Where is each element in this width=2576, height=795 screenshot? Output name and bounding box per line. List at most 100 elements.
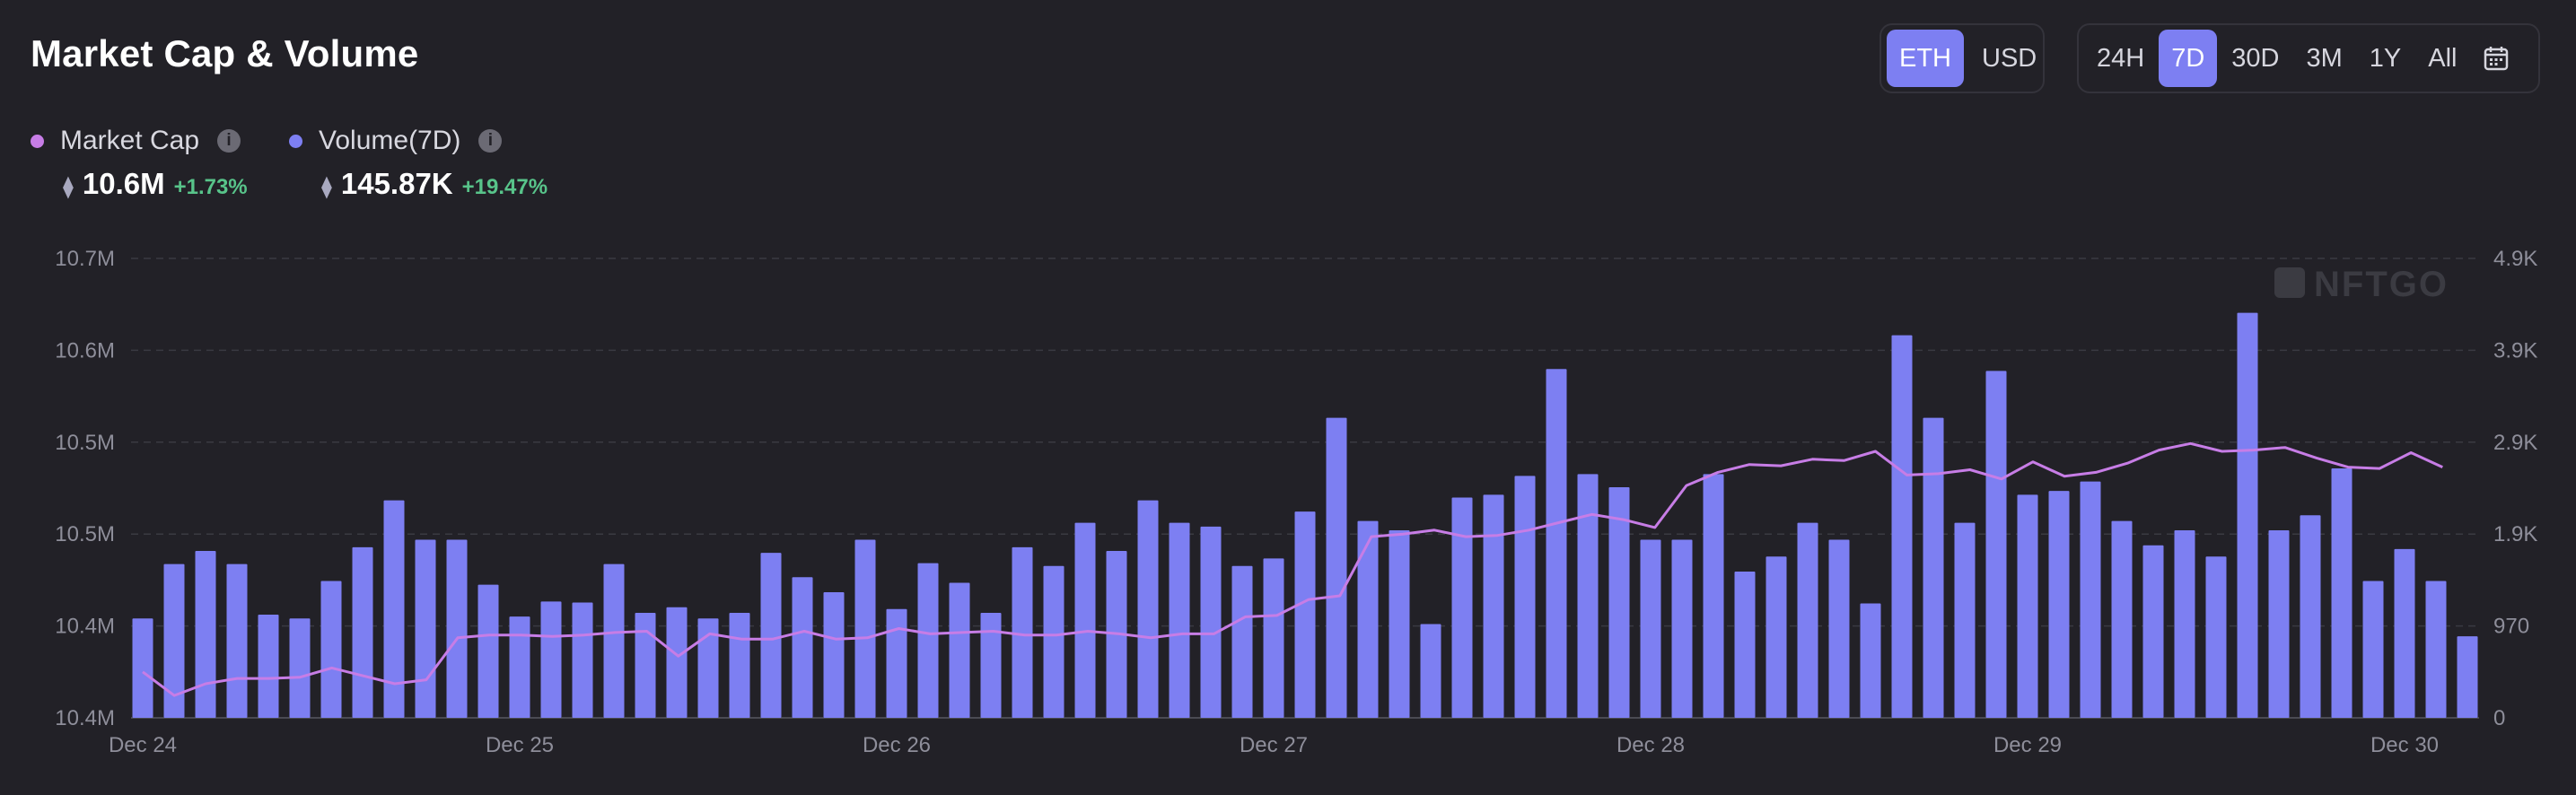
volume-bar[interactable]	[1828, 539, 1850, 718]
volume-bar[interactable]	[1703, 474, 1724, 718]
volume-bar[interactable]	[980, 612, 1002, 718]
x-axis-tick-label: Dec 26	[863, 733, 931, 757]
volume-bar[interactable]	[163, 563, 185, 718]
range-1y-button[interactable]: 1Y	[2369, 43, 2402, 73]
volume-bar[interactable]	[1640, 539, 1661, 718]
volume-bar[interactable]	[1577, 474, 1599, 718]
volume-bar[interactable]	[1357, 520, 1379, 718]
volume-bar[interactable]	[1483, 494, 1504, 718]
volume-label: Volume(7D)	[319, 126, 461, 155]
volume-bar[interactable]	[383, 500, 405, 718]
volume-bar[interactable]	[1671, 539, 1693, 718]
range-3m-button[interactable]: 3M	[2306, 43, 2343, 73]
range-7d-button[interactable]: 7D	[2159, 30, 2218, 87]
volume-bar[interactable]	[478, 584, 499, 718]
volume-bar[interactable]	[1294, 511, 1316, 718]
volume-bar[interactable]	[1891, 335, 1913, 718]
market-cap-dot	[31, 134, 44, 148]
volume-bar[interactable]	[415, 539, 436, 718]
volume-bar[interactable]	[2457, 636, 2478, 718]
right-axis-tick-label: 1.9K	[2493, 522, 2537, 546]
volume-bar[interactable]	[2017, 494, 2038, 718]
volume-bar[interactable]	[226, 563, 248, 718]
volume-bar[interactable]	[1043, 565, 1065, 718]
volume-bar[interactable]	[1326, 417, 1347, 718]
volume-bar[interactable]	[2331, 468, 2353, 718]
volume-bar[interactable]	[509, 616, 530, 718]
volume-bar[interactable]	[2362, 581, 2384, 718]
volume-bar[interactable]	[1546, 369, 1567, 718]
range-all-button[interactable]: All	[2428, 43, 2458, 73]
volume-bar[interactable]	[2111, 520, 2133, 718]
volume-bar[interactable]	[2205, 556, 2227, 718]
info-icon[interactable]: i	[478, 129, 503, 153]
volume-bar[interactable]	[540, 601, 562, 718]
volume-bar[interactable]	[1734, 571, 1756, 718]
volume-bar[interactable]	[1420, 624, 1441, 718]
volume-bar[interactable]	[1389, 530, 1410, 718]
volume-bar[interactable]	[2394, 548, 2415, 718]
volume-bar[interactable]	[760, 553, 782, 718]
volume-bar[interactable]	[2237, 312, 2258, 718]
volume-bar[interactable]	[1137, 500, 1159, 718]
volume-bar[interactable]	[792, 577, 813, 718]
volume-bar[interactable]	[2174, 530, 2195, 718]
volume-bar[interactable]	[446, 539, 468, 718]
volume-bar[interactable]	[729, 612, 750, 718]
volume-bar[interactable]	[289, 618, 311, 718]
x-axis-tick-label: Dec 30	[2370, 733, 2439, 757]
volume-bar[interactable]	[603, 563, 625, 718]
volume-bar[interactable]	[635, 612, 656, 718]
range-30d-button[interactable]: 30D	[2231, 43, 2280, 73]
volume-bar[interactable]	[1514, 476, 1536, 718]
x-axis-tick-label: Dec 25	[486, 733, 554, 757]
x-axis-tick-label: Dec 27	[1240, 733, 1308, 757]
range-24h-button[interactable]: 24H	[2097, 43, 2145, 73]
volume-bar[interactable]	[2048, 491, 2070, 718]
volume-bar[interactable]	[1797, 522, 1818, 718]
volume-bar[interactable]	[2080, 481, 2101, 718]
volume-bar[interactable]	[917, 563, 939, 718]
volume-bar[interactable]	[195, 551, 216, 718]
volume-bar[interactable]	[1985, 371, 2007, 718]
nftgo-logo-icon	[2274, 267, 2305, 298]
currency-usd-button[interactable]: USD	[1982, 43, 2037, 73]
volume-bar[interactable]	[1608, 486, 1630, 718]
volume-value: 145.87K	[340, 167, 453, 200]
volume-bar[interactable]	[2425, 581, 2447, 718]
volume-bar[interactable]	[1200, 526, 1222, 718]
calendar-icon[interactable]	[2472, 45, 2520, 72]
volume-bar[interactable]	[132, 618, 153, 718]
volume-bar[interactable]	[1263, 558, 1284, 718]
volume-bar[interactable]	[1860, 603, 1881, 718]
volume-change: +19.47%	[461, 175, 548, 199]
info-icon[interactable]: i	[217, 129, 241, 153]
volume-bar[interactable]	[1074, 522, 1096, 718]
volume-bar[interactable]	[1231, 565, 1253, 718]
currency-eth-button[interactable]: ETH	[1887, 30, 1964, 87]
volume-bar[interactable]	[854, 539, 876, 718]
volume-bar[interactable]	[1923, 417, 1944, 718]
volume-bar[interactable]	[2300, 515, 2321, 718]
volume-bar[interactable]	[1954, 522, 1976, 718]
volume-bar[interactable]	[823, 591, 845, 718]
left-axis-tick-label: 10.6M	[55, 338, 115, 363]
volume-bar[interactable]	[258, 615, 279, 718]
volume-bar[interactable]	[886, 608, 907, 718]
time-range-selector: 24H 7D 30D 3M 1Y All	[2077, 23, 2540, 93]
volume-bar[interactable]	[697, 618, 719, 718]
volume-bar[interactable]	[666, 607, 688, 718]
volume-bar[interactable]	[1451, 497, 1473, 718]
volume-bar[interactable]	[320, 581, 342, 718]
left-axis-tick-label: 10.5M	[55, 522, 115, 546]
volume-bar[interactable]	[1766, 556, 1787, 718]
volume-bar[interactable]	[2142, 545, 2164, 718]
volume-bar[interactable]	[352, 546, 373, 718]
left-axis-tick-label: 10.7M	[55, 247, 115, 271]
volume-bar[interactable]	[949, 582, 970, 718]
volume-bar[interactable]	[1169, 522, 1190, 718]
volume-bar[interactable]	[2268, 530, 2290, 718]
volume-bar[interactable]	[572, 602, 593, 718]
volume-bar[interactable]	[1012, 546, 1033, 718]
